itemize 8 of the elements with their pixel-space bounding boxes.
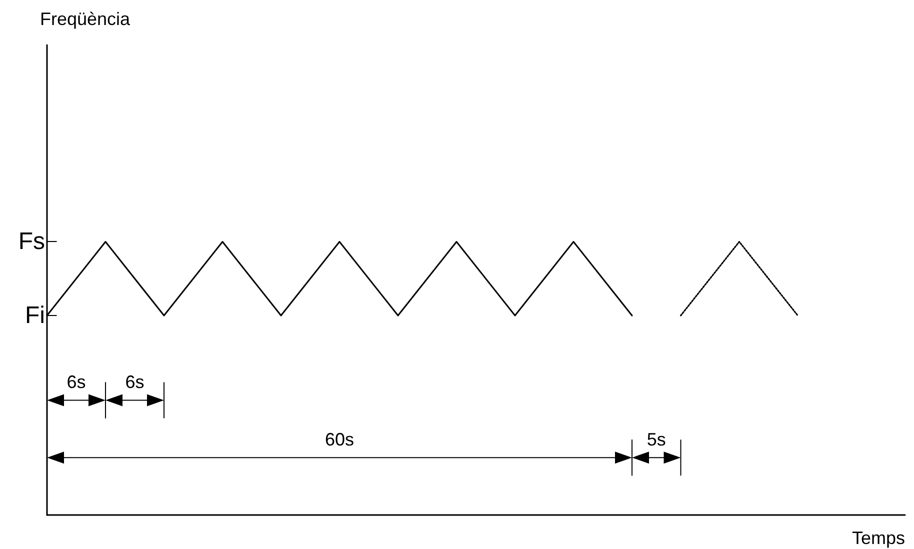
annotation: 5s xyxy=(646,430,666,450)
annotation: 6s xyxy=(66,372,86,392)
text: Freqüència xyxy=(40,9,132,29)
annotation: 60s xyxy=(324,430,354,450)
ref-line-label: Fs xyxy=(18,228,45,256)
ref-line-label: Fi xyxy=(25,302,45,330)
annotation: 6s xyxy=(125,372,144,392)
x-axis-title: Temps xyxy=(852,528,905,548)
